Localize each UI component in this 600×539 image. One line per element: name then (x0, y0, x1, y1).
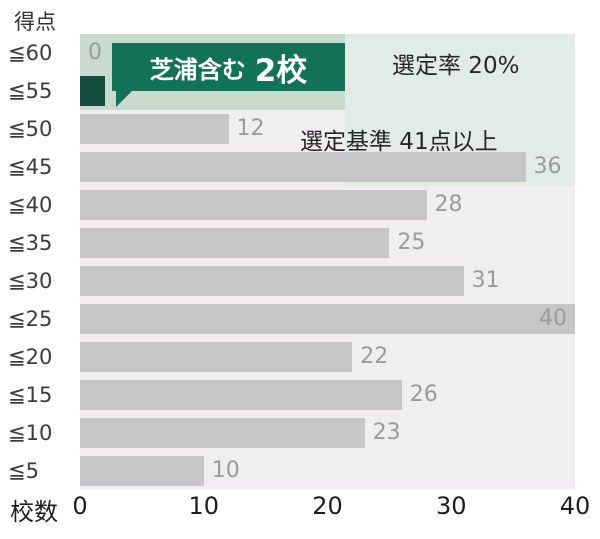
bar (80, 190, 427, 220)
bar (80, 152, 526, 182)
y-tick-label: ≦35 (8, 231, 53, 255)
callout-bubble: 芝浦含む 2校 (112, 43, 345, 91)
x-tick-label: 10 (188, 492, 220, 520)
y-axis-title: 得点 (14, 10, 56, 34)
callout-pointer (116, 90, 133, 107)
bar-value-label: 10 (211, 458, 240, 483)
y-tick-label: ≦40 (8, 193, 53, 217)
y-tick-label: ≦60 (8, 41, 53, 65)
x-tick-label: 30 (435, 492, 467, 520)
selection-rate-annotation: 選定率 20% (392, 53, 520, 79)
y-tick-label: ≦10 (8, 421, 53, 445)
y-tick-label: ≦45 (8, 155, 53, 179)
y-tick-label: ≦25 (8, 307, 53, 331)
callout-text: 芝浦含む (149, 55, 246, 84)
y-tick-label: ≦50 (8, 117, 53, 141)
bar (80, 456, 204, 486)
x-axis-title: 校数 (10, 498, 58, 526)
criterion-annotation: 選定基準 41点以上 (300, 129, 498, 155)
y-tick-label: ≦5 (8, 459, 39, 483)
bar-value-label: 26 (409, 382, 438, 407)
y-tick-label: ≦30 (8, 269, 53, 293)
highlight-bar (80, 76, 105, 106)
bar-value-label: 23 (372, 420, 401, 445)
bar (80, 380, 402, 410)
bar (80, 228, 390, 258)
bar (80, 114, 229, 144)
bar-value-label: 12 (236, 116, 265, 141)
bar-value-label: 40 (539, 306, 567, 331)
y-tick-label: ≦20 (8, 345, 53, 369)
bar-value-label: 36 (533, 154, 562, 179)
bar-value-label: 31 (471, 268, 500, 293)
x-tick-label: 40 (559, 492, 591, 520)
y-tick-label: ≦15 (8, 383, 53, 407)
bar-value-label: 0 (88, 40, 102, 65)
x-tick-label: 20 (312, 492, 343, 520)
bar (80, 342, 353, 372)
y-tick-label: ≦55 (8, 79, 53, 103)
callout-value: 2校 (254, 52, 308, 89)
bar (80, 266, 464, 296)
bar (80, 304, 575, 334)
plot-area: 選定率 20% 選定基準 41点以上 芝浦含む 2校 0 12 36 28 25 31 40… (80, 34, 575, 490)
bar (80, 418, 365, 448)
x-tick-label: 0 (72, 492, 88, 520)
bar-value-label: 28 (434, 192, 463, 217)
bar-value-label: 22 (360, 344, 389, 369)
bar-value-label: 25 (397, 230, 426, 255)
